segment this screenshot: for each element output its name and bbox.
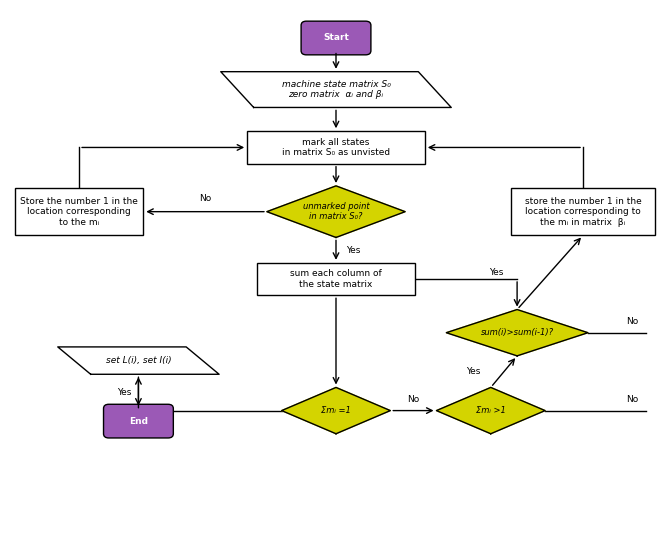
Text: set L(i), set I(i): set L(i), set I(i) [106,356,171,365]
Bar [15,188,143,235]
Text: store the number 1 in the
location corresponding to
the mᵢ in matrix  βᵢ: store the number 1 in the location corre… [525,197,641,227]
Text: Store the number 1 in the
location corresponding
to the mᵢ: Store the number 1 in the location corre… [20,197,138,227]
Bar [257,263,415,295]
Text: sum(i)>sum(i-1)?: sum(i)>sum(i-1)? [480,328,554,337]
Text: unmarked point
in matrix S₀?: unmarked point in matrix S₀? [302,202,370,221]
Text: Yes: Yes [346,245,360,255]
FancyBboxPatch shape [103,404,173,438]
Bar [511,188,655,235]
Polygon shape [446,309,588,356]
Bar [247,131,425,164]
Polygon shape [267,186,405,237]
Polygon shape [282,387,390,434]
Text: No: No [407,395,419,403]
Text: Σmᵢ >1: Σmᵢ >1 [476,406,506,415]
Polygon shape [220,71,452,107]
Polygon shape [58,347,219,374]
Text: End: End [129,417,148,426]
Text: No: No [626,317,638,325]
Text: Yes: Yes [118,388,132,397]
Text: Start: Start [323,33,349,42]
Text: machine state matrix S₀
zero matrix  αᵢ and βᵢ: machine state matrix S₀ zero matrix αᵢ a… [282,80,390,99]
Text: Yes: Yes [466,367,481,376]
Text: No: No [626,395,638,403]
Text: mark all states
in matrix S₀ as unvisted: mark all states in matrix S₀ as unvisted [282,138,390,157]
Text: Yes: Yes [490,268,504,277]
Text: No: No [199,194,211,203]
Text: sum each column of
the state matrix: sum each column of the state matrix [290,270,382,289]
FancyBboxPatch shape [301,21,371,55]
Polygon shape [436,387,545,434]
Text: Σmᵢ =1: Σmᵢ =1 [321,406,351,415]
